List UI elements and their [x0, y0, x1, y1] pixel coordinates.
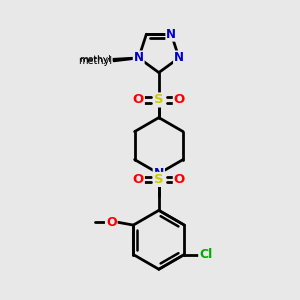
Text: O: O — [133, 173, 144, 186]
Text: O: O — [174, 173, 185, 186]
Text: N: N — [134, 51, 144, 64]
Text: methyl: methyl — [78, 56, 112, 66]
Text: O: O — [174, 93, 185, 106]
Text: O: O — [106, 216, 117, 229]
Text: S: S — [154, 93, 164, 106]
Text: O: O — [133, 93, 144, 106]
Text: S: S — [154, 173, 164, 186]
Text: N: N — [174, 51, 184, 64]
Text: N: N — [154, 167, 164, 180]
Text: N: N — [166, 28, 176, 41]
Text: methyl: methyl — [79, 55, 111, 64]
Text: Cl: Cl — [199, 248, 212, 261]
